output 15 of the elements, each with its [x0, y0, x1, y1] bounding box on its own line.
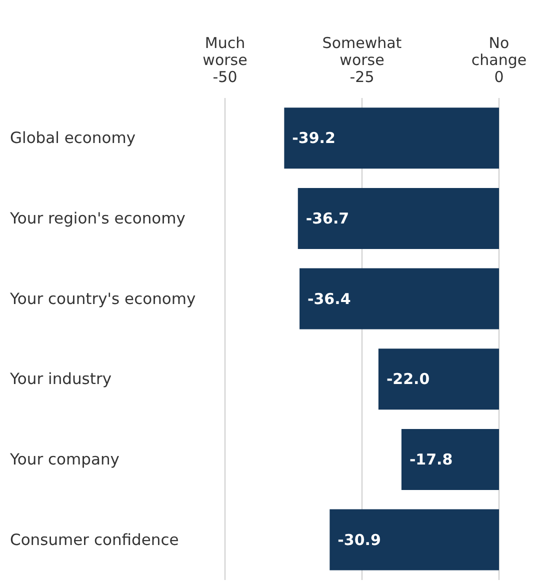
y-tick-label: Consumer confidence	[10, 530, 179, 549]
data-label: -36.4	[308, 290, 351, 308]
y-tick-label: Your industry	[9, 370, 112, 388]
y-tick-label: Global economy	[10, 129, 136, 148]
x-tick-label: Somewhat worse -25	[322, 34, 402, 86]
data-label: -36.7	[306, 209, 350, 228]
x-tick-label: Much worse -50	[202, 34, 248, 86]
data-label: -22.0	[386, 370, 430, 388]
data-label: -39.2	[292, 129, 336, 148]
data-label: -30.9	[338, 530, 381, 549]
x-tick-label: No change 0	[471, 34, 527, 86]
data-label: -17.8	[409, 450, 453, 468]
y-tick-label: Your company	[9, 450, 120, 468]
y-tick-label: Your region's economy	[9, 210, 186, 228]
y-tick-label: Your country's economy	[9, 290, 196, 308]
